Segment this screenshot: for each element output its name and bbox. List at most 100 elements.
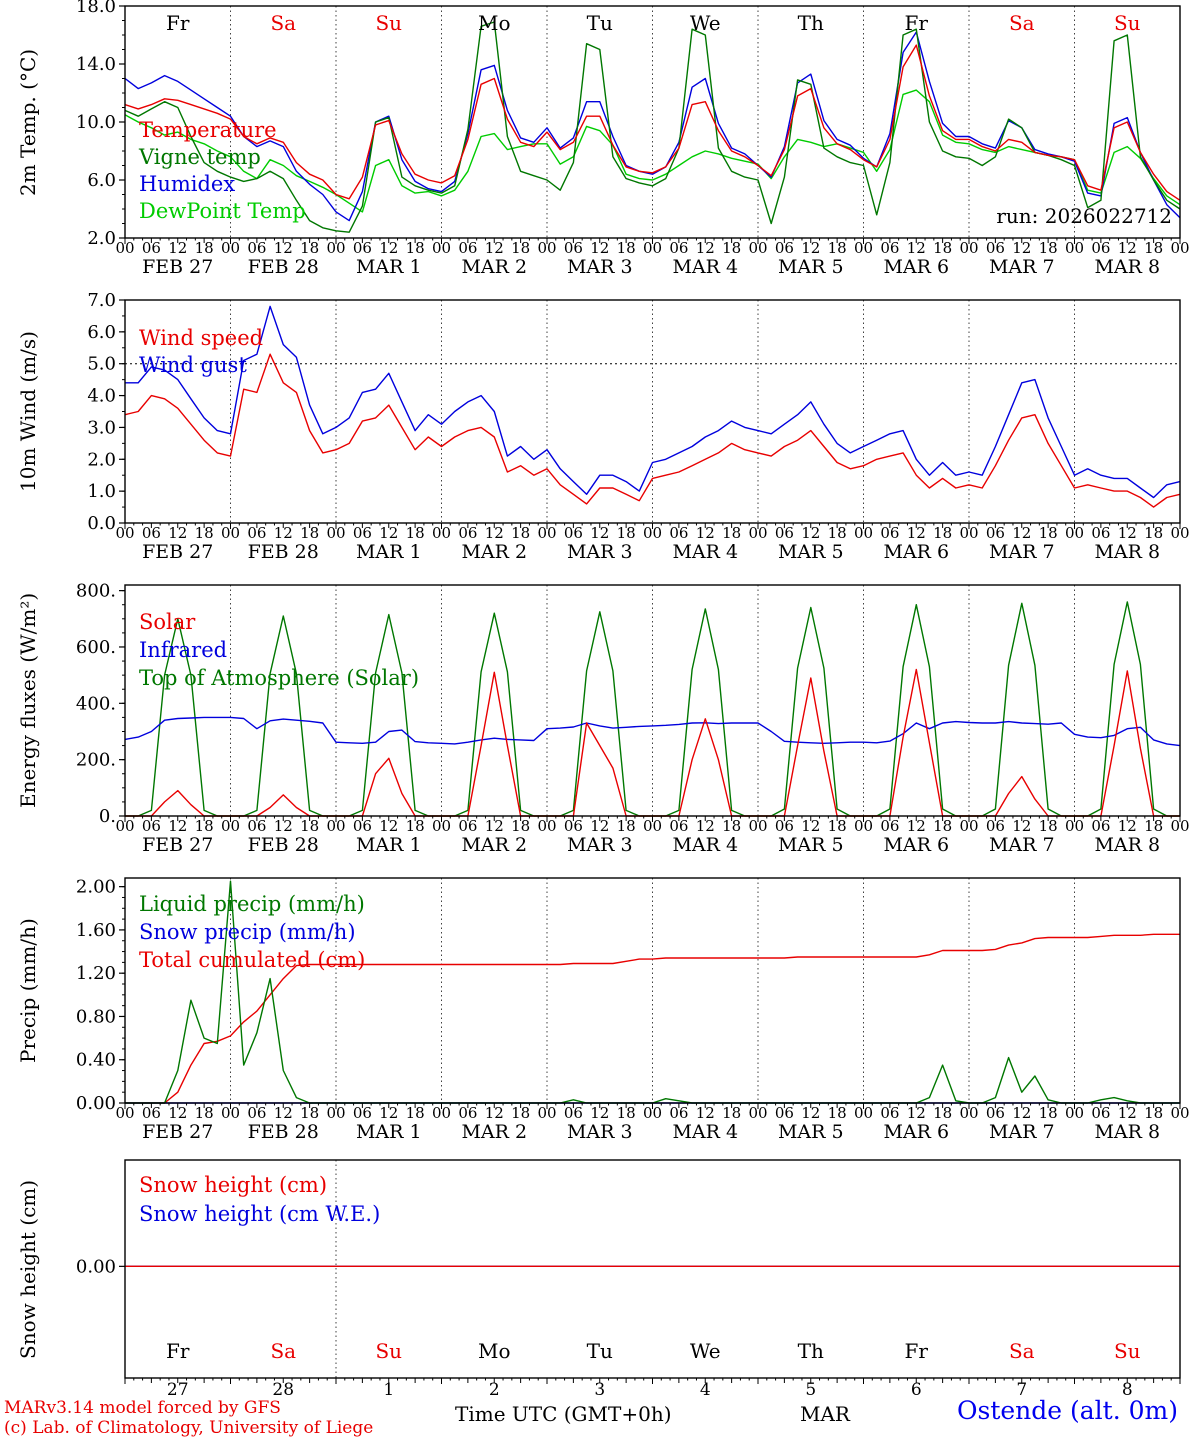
hour-tick-label: 06 <box>1091 1104 1110 1122</box>
hour-tick-label: 12 <box>379 817 398 835</box>
date-label: MAR 2 <box>461 834 527 856</box>
legend-label: Snow height (cm) <box>139 1173 327 1197</box>
hour-tick-label: 06 <box>353 817 372 835</box>
legend-label: Liquid precip (mm/h) <box>139 892 365 916</box>
y-tick-label: 7.0 <box>87 290 116 311</box>
date-label: MAR 7 <box>989 834 1055 856</box>
hour-tick-label: 18 <box>722 524 741 542</box>
hour-tick-label: 06 <box>775 1104 794 1122</box>
legend-label: Wind gust <box>139 353 247 377</box>
legend-label: DewPoint Temp <box>139 199 306 223</box>
date-label: FEB 28 <box>248 834 319 856</box>
hour-tick-label: 18 <box>300 524 319 542</box>
hour-tick-label: 18 <box>195 1104 214 1122</box>
hour-tick-label: 18 <box>933 1104 952 1122</box>
day-name-label: Sa <box>1009 1339 1035 1363</box>
hour-tick-label: 06 <box>669 239 688 257</box>
y-tick-label: 2.00 <box>76 877 116 898</box>
month-label: MAR <box>800 1402 850 1426</box>
series-line-temperature <box>124 44 1181 201</box>
y-tick-label: 0.0 <box>87 513 116 534</box>
day-name-label: Mo <box>478 1339 511 1363</box>
hour-tick-label: 00 <box>115 239 134 257</box>
date-label: MAR 2 <box>461 1121 527 1143</box>
hour-tick-label: 06 <box>353 1104 372 1122</box>
hour-tick-label: 18 <box>722 817 741 835</box>
hour-tick-label: 12 <box>907 524 926 542</box>
hour-tick-label: 12 <box>696 817 715 835</box>
day-name-label: Tu <box>587 11 613 35</box>
y-tick-label: 400. <box>76 693 116 714</box>
y-tick-label: 0.00 <box>76 1093 116 1114</box>
day-name-label: Th <box>798 1339 824 1363</box>
y-tick-label: 14.0 <box>76 54 116 75</box>
hour-tick-label: 00 <box>221 524 240 542</box>
hour-tick-label: 12 <box>1118 239 1137 257</box>
hour-tick-label: 06 <box>986 524 1005 542</box>
hour-tick-label: 18 <box>722 239 741 257</box>
hour-tick-label: 18 <box>933 524 952 542</box>
hour-tick-label: 00 <box>643 817 662 835</box>
hour-tick-label: 12 <box>168 524 187 542</box>
y-axis-label-precip: Precip (mm/h) <box>16 918 40 1063</box>
legend-label: Temperature <box>139 118 277 142</box>
hour-tick-label: 12 <box>1012 817 1031 835</box>
snow-panel: 0.00 27 28 1 2 3 4 5 6 7 8 Fr Sa Su Mo Tu We Th Fr Sa Su Snow… <box>76 1159 1181 1400</box>
hour-tick-label: 00 <box>432 524 451 542</box>
hour-tick-label: 00 <box>1065 817 1084 835</box>
series-line-dewpoint-temp <box>124 89 1181 213</box>
date-label: MAR 5 <box>778 1121 844 1143</box>
day-number-label: 8 <box>1122 1380 1133 1400</box>
hour-tick-label: 06 <box>669 817 688 835</box>
hour-tick-label: 00 <box>432 1104 451 1122</box>
hour-tick-label: 12 <box>274 524 293 542</box>
hour-tick-label: 12 <box>485 1104 504 1122</box>
day-name-label: Su <box>1114 11 1141 35</box>
date-label: MAR 8 <box>1094 1121 1160 1143</box>
day-number-label: 6 <box>911 1380 922 1400</box>
series-line-infrared <box>124 716 1181 747</box>
day-name-label: We <box>690 11 721 35</box>
hour-tick-label: 06 <box>564 239 583 257</box>
day-name-label: Sa <box>270 11 296 35</box>
hour-tick-label: 12 <box>590 524 609 542</box>
hour-tick-label: 18 <box>933 239 952 257</box>
hour-tick-label: 18 <box>195 817 214 835</box>
y-tick-label: 0. <box>99 806 116 827</box>
legend-label: Wind speed <box>139 326 263 350</box>
hour-tick-label: 18 <box>511 817 530 835</box>
hour-tick-label: 12 <box>274 239 293 257</box>
y-tick-label: 0.80 <box>76 1006 116 1027</box>
hour-tick-label: 06 <box>564 1104 583 1122</box>
hour-tick-label: 00 <box>854 1104 873 1122</box>
hour-tick-label: 12 <box>168 239 187 257</box>
model-credit-line-2: (c) Lab. of Climatology, University of L… <box>4 1418 374 1438</box>
y-tick-label: 4.0 <box>87 386 116 407</box>
date-label: MAR 8 <box>1094 256 1160 278</box>
hour-tick-label: 18 <box>828 1104 847 1122</box>
hour-tick-label: 12 <box>907 239 926 257</box>
hour-tick-label: 06 <box>458 817 477 835</box>
hour-tick-label: 18 <box>1144 1104 1163 1122</box>
hour-tick-label: 06 <box>1091 239 1110 257</box>
day-number-label: 27 <box>167 1380 189 1400</box>
day-name-label: Sa <box>1009 11 1035 35</box>
hour-tick-label: 18 <box>511 1104 530 1122</box>
run-label: run: 2026022712 <box>996 204 1172 228</box>
hour-tick-label: 18 <box>722 1104 741 1122</box>
date-label: MAR 6 <box>883 256 949 278</box>
hour-tick-label: 00 <box>115 817 134 835</box>
y-tick-label: 200. <box>76 750 116 771</box>
hour-tick-label: 18 <box>1039 817 1058 835</box>
hour-tick-label: 18 <box>933 817 952 835</box>
y-tick-label: 1.20 <box>76 963 116 984</box>
date-label: MAR 1 <box>356 541 422 563</box>
hour-tick-label: 12 <box>485 817 504 835</box>
hour-tick-label: 00 <box>643 239 662 257</box>
y-tick-label: 0.00 <box>76 1256 116 1277</box>
hour-tick-label: 12 <box>485 239 504 257</box>
legend-label: Total cumulated (cm) <box>139 948 365 972</box>
hour-tick-label: 18 <box>1039 524 1058 542</box>
